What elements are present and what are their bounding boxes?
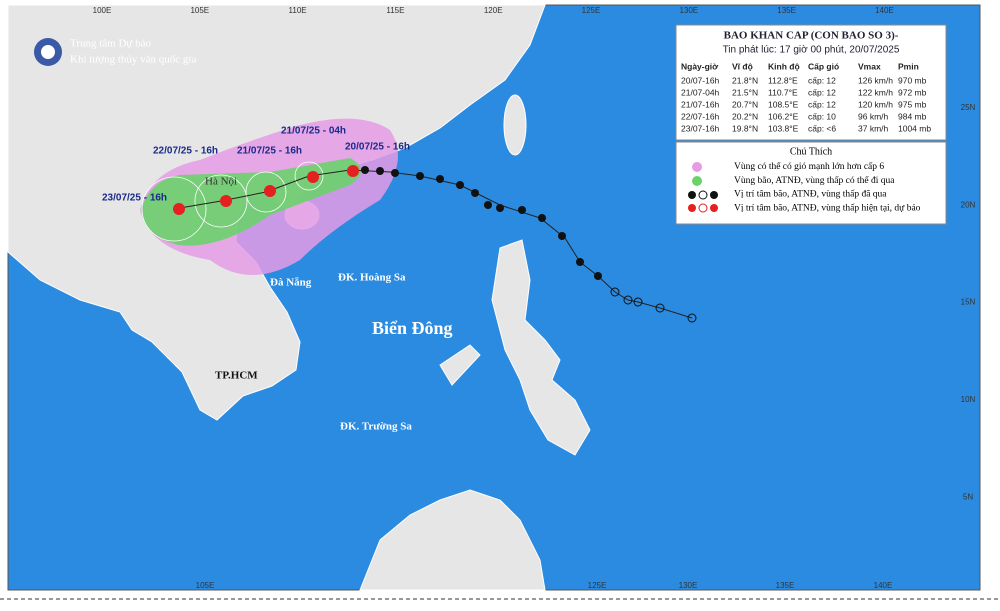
past-positions bbox=[361, 166, 697, 323]
table-cell: 108.5°E bbox=[768, 99, 799, 109]
table-cell: cấp: 12 bbox=[808, 99, 836, 109]
place-label: Hà Nội bbox=[205, 176, 237, 188]
org-name: Khí tượng thủy văn quốc gia bbox=[70, 54, 196, 66]
table-cell: 19.8°N bbox=[732, 123, 758, 133]
place-label: ĐK. Trường Sa bbox=[340, 421, 412, 433]
land bbox=[7, 4, 591, 591]
legend-item: Vị trí tâm bão, ATNĐ, vùng thấp đã qua bbox=[734, 189, 887, 200]
table-cell: 970 mb bbox=[898, 75, 927, 85]
table-cell: 23/07-16h bbox=[681, 123, 720, 133]
lon-label: 125E bbox=[582, 6, 601, 15]
table-cell: 120 km/h bbox=[858, 99, 893, 109]
lon-label: 100E bbox=[93, 6, 112, 15]
table-cell: 20.2°N bbox=[732, 111, 758, 121]
forecast-circles bbox=[141, 161, 324, 242]
table-header: Cấp gió bbox=[808, 61, 839, 71]
table-header: Ngày-giờ bbox=[681, 61, 719, 71]
place-label: TP.HCM bbox=[215, 370, 258, 382]
table-cell: 21.5°N bbox=[732, 87, 758, 97]
table-header: Vmax bbox=[858, 61, 881, 71]
lat-label: 5N bbox=[963, 492, 973, 501]
org-name: Trung tâm Dự báo bbox=[70, 38, 152, 50]
table-cell: cấp: <6 bbox=[808, 123, 836, 133]
table-header: Vĩ độ bbox=[732, 61, 753, 71]
forecast-time: 20/07/25 - 16h bbox=[345, 142, 410, 153]
bulletin-title: BAO KHAN CAP (CON BAO SO 3)- bbox=[724, 30, 899, 42]
forecast-time: 21/07/25 - 16h bbox=[237, 146, 302, 157]
lon-label: 135E bbox=[777, 6, 796, 15]
table-cell: 112.8°E bbox=[768, 75, 798, 85]
table-cell: 975 mb bbox=[898, 99, 927, 109]
lon-label: 125E bbox=[588, 581, 607, 590]
forecast-time: 21/07/25 - 04h bbox=[281, 126, 346, 137]
lat-label: 15N bbox=[961, 298, 976, 307]
table-cell: 96 km/h bbox=[858, 111, 889, 121]
legend-item: Vị trí tâm bão, ATNĐ, vùng thấp hiện tại… bbox=[734, 202, 921, 213]
legend-box bbox=[675, 141, 947, 225]
table-header: Kinh độ bbox=[768, 61, 800, 71]
table-cell: cấp: 12 bbox=[808, 75, 836, 85]
palawan bbox=[439, 344, 481, 386]
logo bbox=[34, 38, 62, 66]
table-cell: 21.8°N bbox=[732, 75, 758, 85]
lon-label: 105E bbox=[190, 6, 209, 15]
table-cell: cấp: 12 bbox=[808, 87, 836, 97]
taiwan bbox=[503, 94, 527, 156]
place-label: Đà Nẵng bbox=[270, 277, 312, 289]
table-cell: 106.2°E bbox=[768, 111, 799, 121]
bulletin-box bbox=[675, 24, 947, 141]
table-cell: 37 km/h bbox=[858, 123, 889, 133]
lat-label: 10N bbox=[961, 395, 976, 404]
table-cell: 110.7°E bbox=[768, 87, 798, 97]
bulletin-issued: Tin phát lúc: 17 giờ 00 phút, 20/07/2025 bbox=[723, 45, 900, 56]
table-cell: 126 km/h bbox=[858, 75, 893, 85]
forecast-time: 23/07/25 - 16h bbox=[102, 193, 167, 204]
storm-cone bbox=[141, 158, 361, 246]
philippines bbox=[491, 239, 591, 456]
lon-label: 105E bbox=[196, 581, 215, 590]
table-cell: 20/07-16h bbox=[681, 75, 720, 85]
forecast-positions bbox=[173, 165, 359, 215]
table-cell: 984 mb bbox=[898, 111, 927, 121]
table-cell: 1004 mb bbox=[898, 123, 931, 133]
table-cell: cấp: 10 bbox=[808, 111, 836, 121]
legend-icons bbox=[688, 162, 718, 213]
table-cell: 22/07-16h bbox=[681, 111, 720, 121]
legend-item: Vùng có thể có gió mạnh lớn hơn cấp 6 bbox=[734, 161, 884, 172]
lon-label: 140E bbox=[875, 6, 894, 15]
lat-label: 20N bbox=[961, 200, 976, 209]
lon-label: 140E bbox=[874, 581, 893, 590]
table-cell: 103.8°E bbox=[768, 123, 799, 133]
table-cell: 21/07-04h bbox=[681, 87, 720, 97]
lat-label: 25N bbox=[961, 103, 976, 112]
table-cell: 21/07-16h bbox=[681, 99, 720, 109]
place-label: ĐK. Hoàng Sa bbox=[338, 272, 406, 284]
lon-label: 110E bbox=[289, 6, 307, 15]
lon-label: 130E bbox=[679, 581, 698, 590]
table-header: Pmin bbox=[898, 61, 919, 71]
lon-label: 120E bbox=[484, 6, 503, 15]
lon-label: 115E bbox=[386, 6, 404, 15]
borneo bbox=[359, 489, 546, 591]
table-cell: 20.7°N bbox=[732, 99, 758, 109]
legend-title: Chú Thích bbox=[790, 146, 832, 157]
table-cell: 972 mb bbox=[898, 87, 927, 97]
place-label: Biển Đông bbox=[372, 318, 453, 338]
forecast-time: 22/07/25 - 16h bbox=[153, 146, 218, 157]
lon-label: 135E bbox=[776, 581, 795, 590]
legend-item: Vùng bão, ATNĐ, vùng thấp có thể đi qua bbox=[734, 175, 895, 186]
lon-label: 130E bbox=[679, 6, 698, 15]
table-cell: 122 km/h bbox=[858, 87, 893, 97]
